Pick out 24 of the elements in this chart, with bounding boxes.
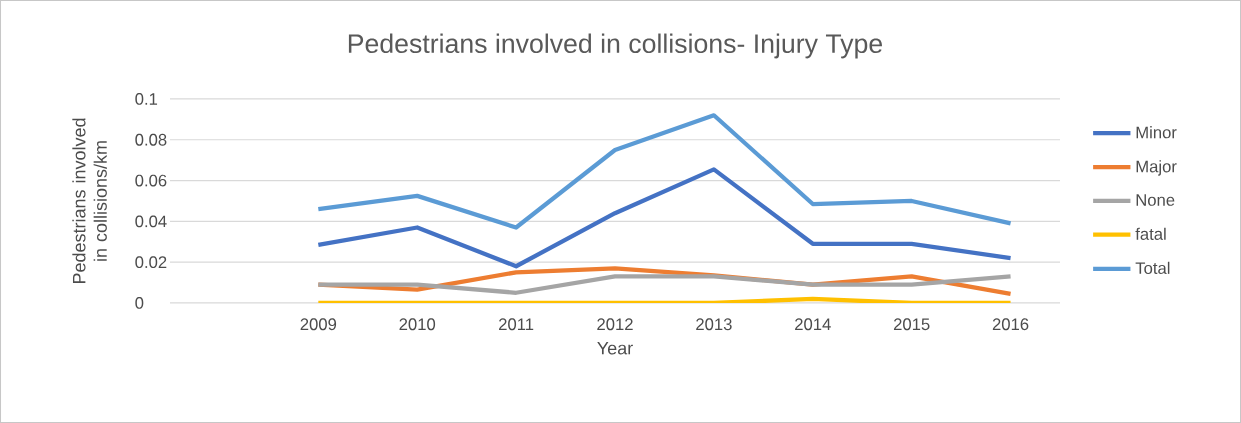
x-tick-label: 2009 — [300, 318, 337, 331]
line-series — [316, 167, 1013, 269]
legend-label: Minor — [1136, 126, 1177, 139]
y-tick-label: 0 — [135, 297, 144, 309]
x-tick-label: 2016 — [992, 318, 1029, 331]
y-tick-label: 0.08 — [135, 133, 167, 146]
x-tick-label: 2010 — [399, 318, 436, 331]
x-tick-label: 2013 — [696, 318, 732, 331]
y-tick-label: 0.1 — [135, 93, 158, 105]
legend-label: Total — [1135, 261, 1170, 275]
y-tick-label: 0.04 — [135, 215, 167, 228]
y-axis-title: Pedestrians involved in collisions/km — [72, 118, 107, 284]
legend-label: fatal — [1135, 227, 1166, 240]
x-axis-title: Year — [597, 342, 633, 355]
x-tick-label: 2014 — [795, 318, 831, 331]
x-tick-label: 2012 — [597, 318, 633, 331]
legend-label: Major — [1136, 160, 1177, 176]
y-tick-label: 0.06 — [135, 174, 167, 187]
x-tick-label: 2015 — [893, 318, 930, 331]
line-series — [316, 113, 1013, 230]
x-tick-label: 2011 — [499, 318, 534, 331]
chart-title: Pedestrians involved in collisions- Injury Type — [348, 33, 882, 59]
y-tick-label: 0.02 — [135, 256, 167, 269]
legend-label: None — [1136, 194, 1175, 206]
